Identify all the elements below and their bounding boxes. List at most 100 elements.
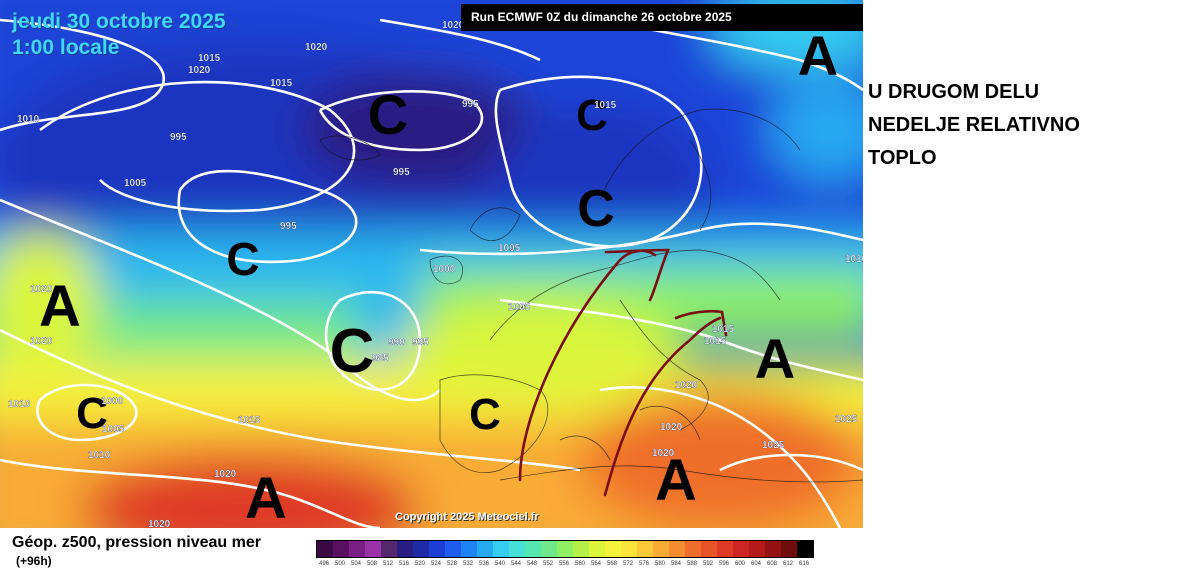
legend-label: 504 <box>350 561 361 567</box>
low-pressure-center: C <box>76 389 108 438</box>
legend-label: 564 <box>590 561 601 567</box>
legend-swatch <box>397 541 413 557</box>
model-run-banner: Run ECMWF 0Z du dimanche 26 octobre 2025 <box>461 4 863 31</box>
isobar-label: 1025 <box>835 414 858 425</box>
geopotential-field <box>0 0 863 528</box>
legend-swatch <box>669 541 685 557</box>
legend-label: 572 <box>622 561 633 567</box>
legend-swatch <box>621 541 637 557</box>
coastlines <box>319 108 863 483</box>
forecast-local-time: 1:00 locale <box>12 36 120 59</box>
isobar-label: 1010 <box>845 254 863 265</box>
legend-label: 520 <box>414 561 425 567</box>
legend-swatch <box>781 541 797 557</box>
legend-label: 604 <box>750 561 761 567</box>
legend-label: 508 <box>366 561 377 567</box>
legend-swatch <box>413 541 429 557</box>
legend-swatch <box>461 541 477 557</box>
legend-swatch <box>493 541 509 557</box>
legend-swatch <box>349 541 365 557</box>
legend-swatch <box>765 541 781 557</box>
high-pressure-center: A <box>39 274 81 339</box>
isobar-label: 1010 <box>88 450 111 461</box>
isobar-label: 1005 <box>508 302 531 313</box>
isobar-label: 1000 <box>433 264 456 275</box>
isobar-label: 1020 <box>148 519 171 528</box>
legend-swatch <box>317 541 333 557</box>
isobar-label: 1015 <box>198 53 221 64</box>
legend-label: 584 <box>670 561 681 567</box>
isobar-label: 1015 <box>712 324 735 335</box>
low-pressure-center: C <box>577 180 615 238</box>
legend-label: 600 <box>734 561 745 567</box>
isobar-label: 985 <box>372 353 389 364</box>
legend-swatch <box>509 541 525 557</box>
high-pressure-center: A <box>798 24 838 87</box>
legend-label: 612 <box>782 561 793 567</box>
isobar-label: 1020 <box>188 65 211 76</box>
legend-label: 580 <box>654 561 665 567</box>
legend-label: 568 <box>606 561 617 567</box>
isobar-label: 995 <box>170 132 187 143</box>
legend-label: 592 <box>702 561 713 567</box>
isobar-label: 1025 <box>762 440 785 451</box>
legend-label: 556 <box>558 561 569 567</box>
legend-swatch <box>653 541 669 557</box>
legend-label: 516 <box>398 561 409 567</box>
low-pressure-center: C <box>368 83 408 146</box>
isobar-label: 1015 <box>704 336 727 347</box>
isobar-label: 1005 <box>124 178 147 189</box>
legend-label: 608 <box>766 561 777 567</box>
legend-label: 596 <box>718 561 729 567</box>
legend-swatch <box>733 541 749 557</box>
legend-swatch <box>445 541 461 557</box>
headline-line-1: U DRUGOM DELU <box>868 81 1040 103</box>
legend-swatch <box>749 541 765 557</box>
isobar-label: 1015 <box>238 415 261 426</box>
copyright-notice: Copyright 2025 Meteociel.fr <box>395 511 539 523</box>
isobar-label: 995 <box>393 167 410 178</box>
legend-label: 552 <box>542 561 553 567</box>
legend-swatch <box>589 541 605 557</box>
legend-swatch <box>381 541 397 557</box>
map-title: Géop. z500, pression niveau mer <box>12 534 261 551</box>
low-pressure-center: C <box>226 233 259 285</box>
legend-swatch <box>685 541 701 557</box>
legend-label: 588 <box>686 561 697 567</box>
legend-swatch <box>557 541 573 557</box>
legend-swatch <box>429 541 445 557</box>
isobar-label: 1000 <box>101 396 124 407</box>
legend-label: 532 <box>462 561 473 567</box>
legend-label: 540 <box>494 561 505 567</box>
headline-line-2: NEDELJE RELATIVNO <box>868 114 1080 136</box>
isobar-label: 1020 <box>30 284 53 295</box>
legend-swatch <box>541 541 557 557</box>
legend-label: 544 <box>510 561 521 567</box>
isobar-label: 1015 <box>270 78 293 89</box>
legend-label: 616 <box>798 561 809 567</box>
warm-flow-arrows <box>518 248 728 497</box>
isobar-label: 1020 <box>214 469 237 480</box>
annotation-headline: U DRUGOM DELU NEDELJE RELATIVNO TOPLO <box>868 76 1188 175</box>
legend-label: 576 <box>638 561 649 567</box>
legend-label: 536 <box>478 561 489 567</box>
color-scale-legend <box>316 540 814 558</box>
headline-line-3: TOPLO <box>868 147 937 169</box>
isobar-label: 1010 <box>8 399 31 410</box>
isobar-label: 1020 <box>652 448 675 459</box>
isobar-label: 1005 <box>102 424 125 435</box>
low-pressure-center: C <box>576 91 608 140</box>
forecast-date: jeudi 30 octobre 2025 <box>12 10 226 33</box>
isobar-label: 1010 <box>17 114 40 125</box>
legend-label: 512 <box>382 561 393 567</box>
legend-swatch <box>637 541 653 557</box>
legend-swatch <box>333 541 349 557</box>
isobar-label: 1015 <box>594 100 617 111</box>
legend-swatch <box>605 541 621 557</box>
isobar-label: 1020 <box>305 42 328 53</box>
isobar-label: 1020 <box>442 20 465 31</box>
legend-swatch <box>365 541 381 557</box>
